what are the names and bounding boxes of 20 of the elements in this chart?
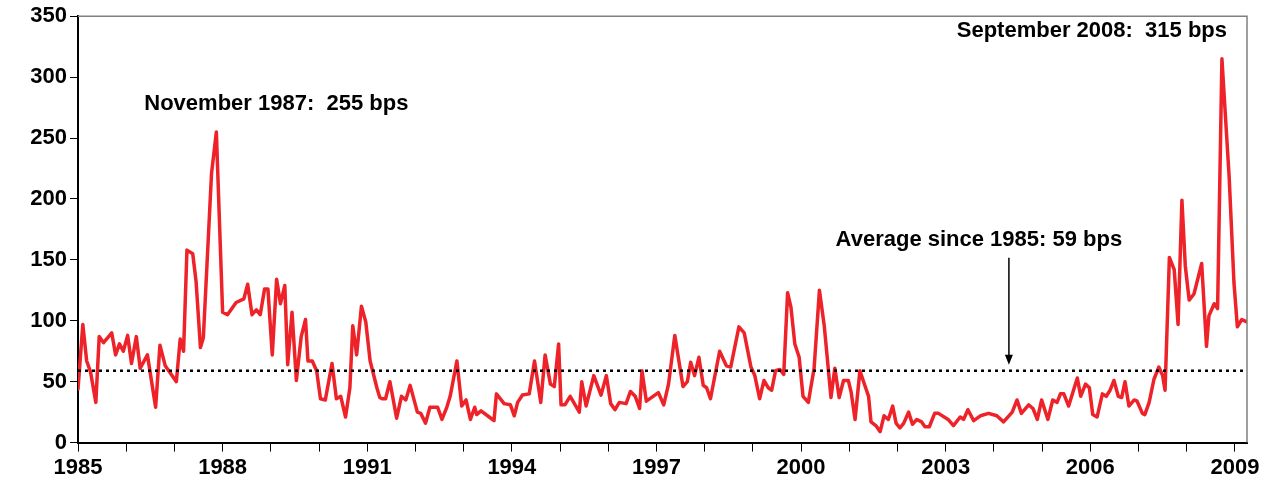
x-tick-label: 2000 <box>776 453 826 479</box>
x-tick-label: 1994 <box>487 453 538 479</box>
x-tick-label: 1985 <box>53 453 103 479</box>
y-tick-label: 350 <box>30 2 67 28</box>
y-tick-label: 150 <box>30 245 67 271</box>
y-tick-label: 50 <box>42 367 67 393</box>
annotation: November 1987: 255 bps <box>144 89 409 115</box>
x-tick-label: 1991 <box>342 453 392 479</box>
x-tick-label: 2009 <box>1210 453 1260 479</box>
x-tick-label: 2006 <box>1065 453 1115 479</box>
y-tick-label: 250 <box>30 124 67 150</box>
x-tick-label: 1997 <box>632 453 681 479</box>
y-tick-label: 300 <box>30 63 67 89</box>
y-tick-label: 100 <box>30 306 67 332</box>
annotation: September 2008: 315 bps <box>956 16 1228 42</box>
y-tick-label: 0 <box>54 428 67 454</box>
x-tick-label: 2003 <box>921 453 971 479</box>
ref-line-label: Average since 1985: 59 bps <box>835 225 1123 251</box>
y-tick-label: 200 <box>30 185 67 211</box>
x-tick-label: 1988 <box>198 453 248 479</box>
